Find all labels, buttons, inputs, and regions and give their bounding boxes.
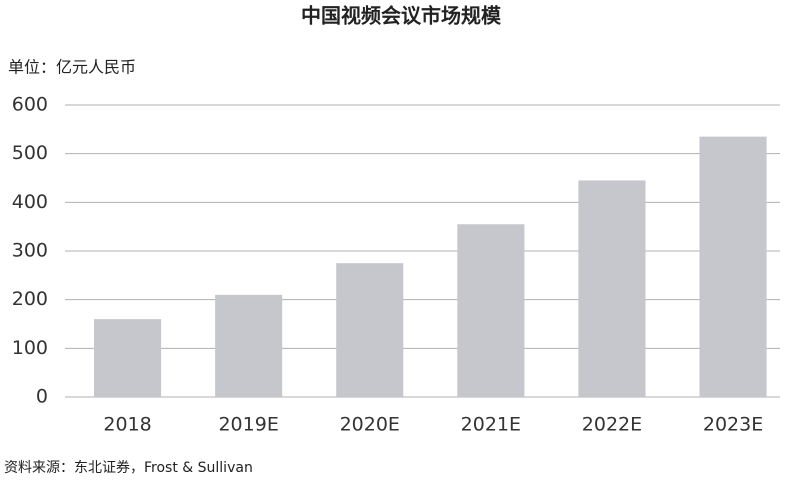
bar	[457, 224, 525, 397]
x-tick-label: 2019E	[218, 414, 278, 436]
source: 资料来源：东北证券，Frost & Sullivan	[4, 460, 253, 476]
x-tick-label: 2022E	[582, 414, 642, 436]
x-tick-label: 2023E	[703, 414, 763, 436]
bar	[336, 263, 404, 397]
bar	[215, 294, 283, 397]
chart-title: 中国视频会议市场规模	[301, 4, 502, 28]
x-tick-label: 2018	[103, 414, 151, 436]
x-tick-label: 2020E	[340, 414, 400, 436]
y-tick-label: 100	[12, 337, 48, 359]
y-tick-label: 200	[12, 288, 48, 310]
bar	[94, 319, 162, 397]
bar	[578, 180, 646, 397]
y-tick-label: 500	[12, 142, 48, 164]
y-tick-label: 400	[12, 191, 48, 213]
y-tick-label: 300	[12, 240, 48, 262]
y-tick-label: 0	[36, 386, 48, 408]
y-tick-label: 600	[12, 94, 48, 116]
x-tick-label: 2021E	[461, 414, 521, 436]
bar	[699, 136, 767, 397]
unit-label: 单位：亿元人民币	[8, 58, 136, 77]
